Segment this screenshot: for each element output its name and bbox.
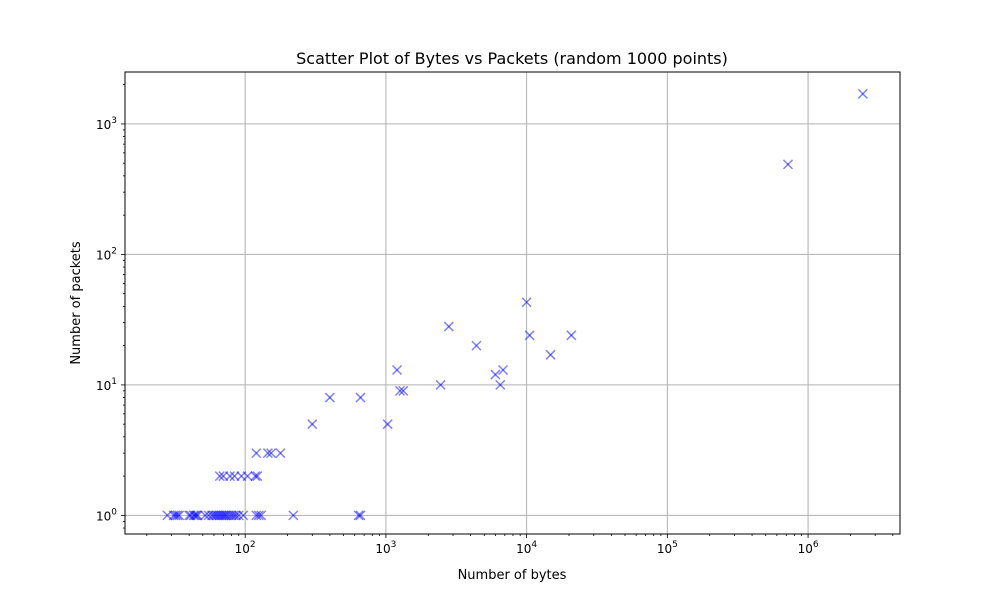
data-point bbox=[521, 297, 532, 308]
data-point bbox=[233, 510, 244, 521]
data-point bbox=[288, 510, 299, 521]
x-tick-label: 102 bbox=[235, 540, 256, 556]
data-point bbox=[192, 510, 203, 521]
data-point bbox=[471, 340, 482, 351]
data-point bbox=[353, 510, 364, 521]
data-point bbox=[256, 510, 267, 521]
x-tick-label: 104 bbox=[516, 540, 537, 556]
data-point bbox=[394, 385, 406, 396]
y-tick-label: 102 bbox=[96, 246, 117, 262]
y-tick-label: 103 bbox=[96, 116, 117, 132]
data-point bbox=[242, 471, 253, 482]
data-point bbox=[170, 510, 181, 521]
data-point bbox=[490, 369, 501, 380]
data-point bbox=[566, 330, 577, 341]
data-point bbox=[226, 510, 237, 521]
y-tick-label: 101 bbox=[96, 377, 117, 393]
data-point bbox=[214, 471, 225, 482]
data-point bbox=[545, 349, 556, 360]
plot-area-frame bbox=[124, 71, 901, 535]
data-point bbox=[251, 510, 262, 521]
data-points bbox=[162, 88, 868, 521]
grid-lines bbox=[125, 72, 900, 534]
data-point bbox=[324, 392, 335, 403]
data-point bbox=[251, 448, 262, 459]
x-tick-label: 103 bbox=[375, 540, 396, 556]
data-point bbox=[262, 448, 273, 459]
x-tick-label: 106 bbox=[798, 540, 819, 556]
data-point bbox=[524, 330, 535, 341]
data-point bbox=[382, 419, 393, 430]
data-point bbox=[252, 471, 263, 482]
data-point bbox=[495, 379, 506, 390]
y-axis-label: Number of packets bbox=[69, 241, 84, 365]
data-point bbox=[189, 510, 201, 521]
data-point bbox=[172, 510, 183, 521]
data-point bbox=[266, 448, 277, 459]
data-point bbox=[392, 364, 403, 376]
data-point bbox=[435, 379, 446, 390]
data-point bbox=[188, 510, 199, 521]
data-point bbox=[443, 321, 454, 332]
data-point bbox=[230, 510, 241, 521]
axis-ticks: 102 103 104 105 106 100 101 102 103 bbox=[96, 84, 894, 556]
data-point bbox=[224, 471, 236, 482]
data-point bbox=[191, 510, 202, 521]
x-axis-label: Number of bytes bbox=[458, 568, 567, 583]
data-point bbox=[355, 392, 366, 403]
data-point bbox=[782, 159, 794, 170]
y-tick-label: 100 bbox=[96, 507, 117, 523]
data-point bbox=[250, 471, 261, 482]
data-point bbox=[238, 510, 249, 521]
data-point bbox=[857, 88, 868, 99]
data-point bbox=[498, 364, 509, 376]
x-tick-label: 105 bbox=[657, 540, 678, 556]
data-point bbox=[253, 510, 264, 521]
data-point bbox=[398, 385, 409, 396]
data-point bbox=[307, 419, 318, 430]
data-point bbox=[174, 510, 185, 521]
chart-title: Scatter Plot of Bytes vs Packets (random… bbox=[296, 49, 728, 68]
data-point bbox=[275, 448, 286, 459]
data-point bbox=[355, 510, 366, 521]
